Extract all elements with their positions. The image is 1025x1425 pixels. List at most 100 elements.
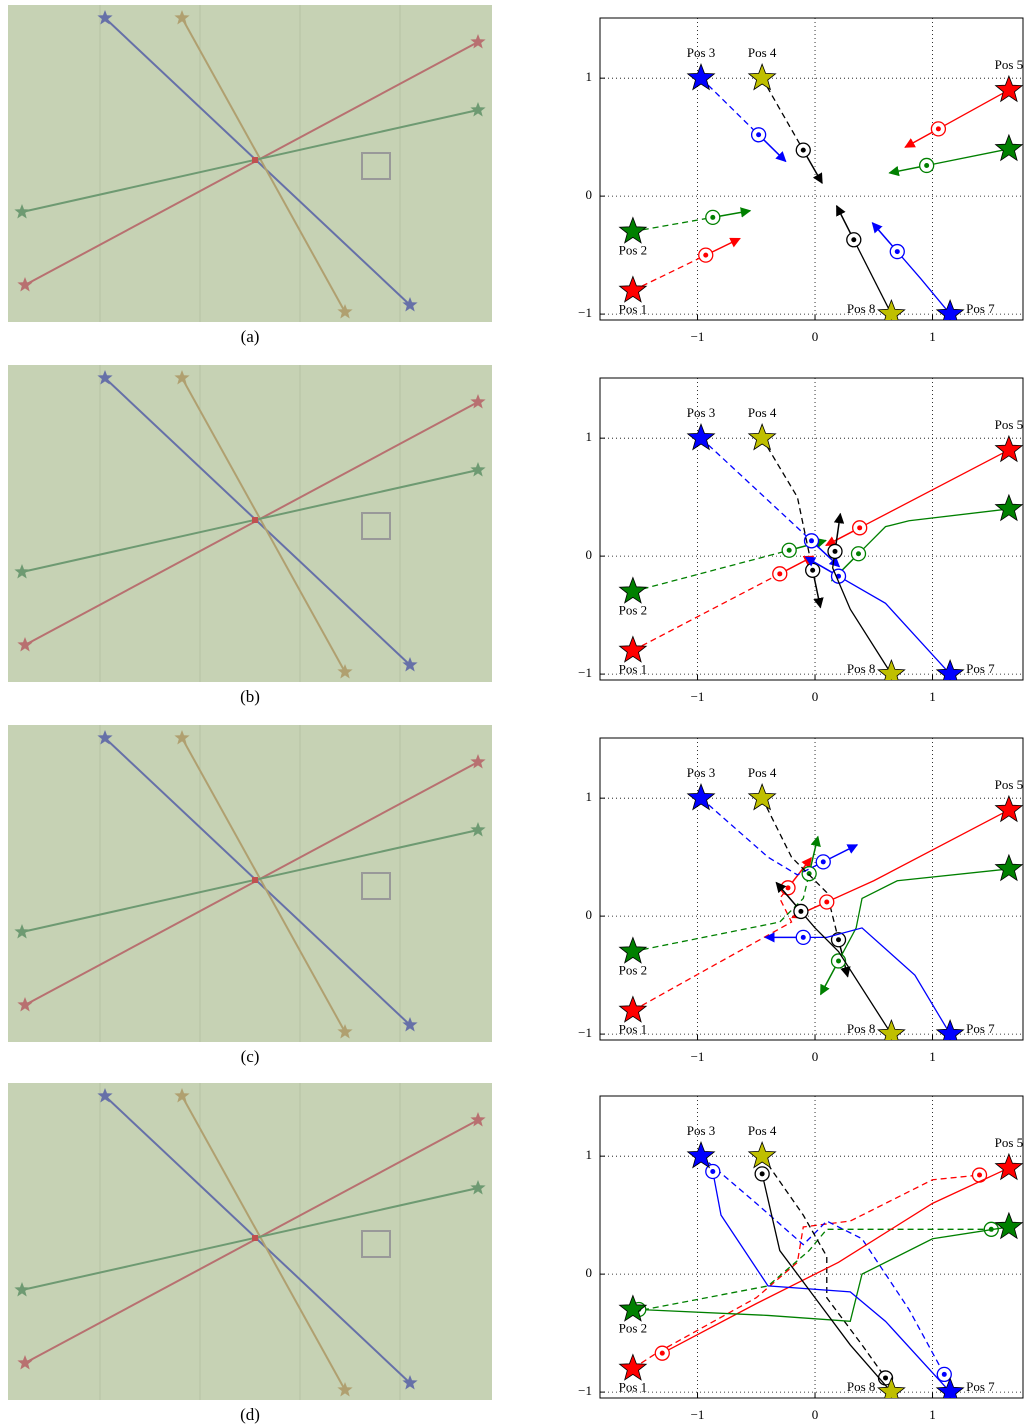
robot-center bbox=[809, 538, 814, 544]
photo-path bbox=[21, 829, 479, 933]
photo-path bbox=[181, 737, 346, 1033]
goal-star bbox=[747, 1141, 777, 1169]
caption: (c) bbox=[241, 1047, 260, 1066]
trajectory bbox=[632, 216, 713, 233]
goal-star bbox=[618, 1294, 648, 1322]
photo-star bbox=[470, 34, 486, 49]
robot-center bbox=[798, 908, 804, 914]
goal-star bbox=[935, 298, 965, 320]
robot-center bbox=[710, 214, 716, 220]
goal-star bbox=[935, 1376, 965, 1398]
photo-star bbox=[97, 730, 113, 745]
plot-area bbox=[599, 737, 1024, 1041]
star-label: Pos 3 bbox=[687, 765, 716, 780]
goal-star bbox=[686, 1141, 716, 1169]
trajectory bbox=[831, 551, 892, 675]
robot-center bbox=[935, 126, 941, 132]
goal-star bbox=[618, 635, 648, 663]
trajectory bbox=[761, 437, 814, 571]
trajectory bbox=[700, 437, 812, 542]
trajectory bbox=[826, 809, 1010, 903]
goal-star bbox=[935, 658, 965, 680]
trajectory bbox=[661, 1167, 1010, 1354]
robot-center bbox=[856, 551, 861, 557]
photo-star bbox=[17, 277, 33, 292]
goal-star bbox=[877, 1376, 906, 1398]
robot-center bbox=[710, 1169, 716, 1174]
robot-center bbox=[786, 547, 792, 553]
goal-star bbox=[686, 63, 716, 91]
photo-path bbox=[181, 17, 346, 313]
star-label: Pos 5 bbox=[995, 417, 1024, 432]
photo-star bbox=[174, 370, 190, 385]
star-label: Pos 7 bbox=[966, 1021, 995, 1036]
robot-center bbox=[756, 132, 762, 138]
trajectory bbox=[859, 449, 1010, 529]
y-tick-label: −1 bbox=[578, 665, 592, 680]
caption: (a) bbox=[241, 327, 260, 346]
photo-star bbox=[14, 924, 30, 939]
goal-star bbox=[686, 783, 716, 811]
goal-star bbox=[618, 936, 648, 964]
star-label: Pos 2 bbox=[619, 243, 648, 258]
star-label: Pos 5 bbox=[995, 777, 1024, 792]
robot-center bbox=[800, 934, 806, 940]
goal-star bbox=[747, 783, 777, 811]
x-tick-label: 1 bbox=[929, 329, 936, 344]
x-tick-label: 0 bbox=[812, 689, 819, 704]
trajectory bbox=[638, 1226, 1009, 1323]
goal-star bbox=[618, 576, 648, 604]
x-tick-label: −1 bbox=[691, 1407, 705, 1422]
photo-center bbox=[252, 517, 258, 523]
goal-star bbox=[994, 133, 1023, 162]
robot-center bbox=[820, 859, 826, 865]
goal-star bbox=[994, 794, 1023, 823]
x-tick-label: −1 bbox=[691, 329, 705, 344]
photo-star bbox=[14, 564, 30, 579]
robot-center bbox=[810, 567, 816, 573]
star-label: Pos 5 bbox=[995, 57, 1024, 72]
star-label: Pos 2 bbox=[619, 963, 648, 978]
star-label: Pos 1 bbox=[619, 661, 648, 676]
photo-path bbox=[24, 761, 479, 1006]
star-label: Pos 5 bbox=[995, 1135, 1024, 1150]
trajectory bbox=[761, 77, 804, 151]
photo-star bbox=[470, 102, 486, 117]
photo-star bbox=[174, 10, 190, 25]
trajectory bbox=[632, 873, 810, 953]
star-label: Pos 1 bbox=[619, 1021, 648, 1036]
photo-star bbox=[97, 370, 113, 385]
photo-star bbox=[402, 657, 418, 672]
photo-star bbox=[337, 1024, 353, 1039]
goal-star bbox=[877, 658, 906, 680]
trajectory bbox=[926, 148, 1010, 167]
photo-star bbox=[97, 10, 113, 25]
y-tick-label: 1 bbox=[586, 69, 593, 84]
star-label: Pos 2 bbox=[619, 603, 648, 618]
photo-path bbox=[21, 109, 479, 213]
photo-star bbox=[174, 730, 190, 745]
photo-path bbox=[21, 1187, 479, 1291]
photo-star bbox=[402, 1017, 418, 1032]
robot-center bbox=[832, 548, 838, 554]
trajectory bbox=[761, 797, 840, 940]
y-tick-label: −1 bbox=[578, 1383, 592, 1398]
x-tick-label: 0 bbox=[812, 1407, 819, 1422]
photo-star bbox=[470, 822, 486, 837]
robot-center bbox=[806, 871, 812, 877]
robot-center bbox=[851, 237, 857, 243]
photo-star bbox=[470, 1180, 486, 1195]
robot-center bbox=[824, 899, 830, 905]
goal-star bbox=[994, 1152, 1023, 1181]
plot-content bbox=[618, 783, 1023, 1040]
y-tick-label: 0 bbox=[586, 187, 593, 202]
photo-star bbox=[14, 1282, 30, 1297]
star-label: Pos 3 bbox=[687, 405, 716, 420]
x-tick-label: −1 bbox=[691, 1049, 705, 1064]
trajectory bbox=[896, 251, 951, 315]
photo-center bbox=[252, 1235, 258, 1241]
trajectory bbox=[838, 575, 951, 675]
goal-star bbox=[618, 216, 648, 244]
trajectory bbox=[632, 549, 790, 593]
trajectory bbox=[761, 1173, 892, 1393]
